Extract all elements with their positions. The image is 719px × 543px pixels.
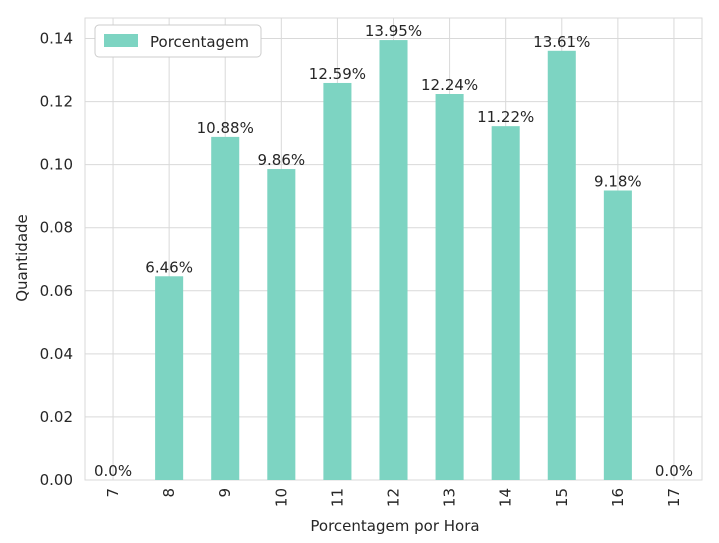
x-tick-label: 16: [609, 488, 627, 507]
x-tick-label: 13: [441, 488, 459, 507]
legend-label: Porcentagem: [150, 33, 249, 51]
x-tick-label: 9: [216, 488, 234, 498]
x-tick-label: 7: [104, 488, 122, 498]
bar-9: [211, 136, 240, 480]
bars: [155, 40, 632, 481]
y-tick-label: 0.02: [40, 408, 73, 426]
y-tick-label: 0.08: [40, 219, 73, 237]
y-tick-label: 0.04: [40, 345, 73, 363]
data-label-12: 13.95%: [365, 22, 422, 40]
bar-16: [603, 190, 632, 480]
x-tick-label: 8: [160, 488, 178, 498]
bar-8: [155, 276, 184, 480]
y-tick-labels: 0.00 0.02 0.04 0.06 0.08 0.10 0.12 0.14: [40, 29, 73, 489]
y-tick-label: 0.14: [40, 29, 73, 47]
y-tick-label: 0.10: [40, 156, 73, 174]
y-tick-label: 0.06: [40, 282, 73, 300]
bar-10: [267, 169, 296, 481]
data-label-14: 11.22%: [477, 108, 534, 126]
legend: Porcentagem: [94, 24, 262, 58]
y-tick-label: 0.00: [40, 471, 73, 489]
x-axis-label: Porcentagem por Hora: [310, 517, 479, 535]
x-tick-label: 12: [385, 488, 403, 507]
bar-14: [491, 126, 520, 481]
data-label-15: 13.61%: [533, 33, 590, 51]
x-tick-label: 11: [328, 488, 346, 507]
legend-box: [94, 24, 262, 58]
x-tick-label: 15: [553, 488, 571, 507]
x-tick-labels: 7 8 9 10 11 12 13 14 15 16 17: [104, 488, 683, 507]
data-labels: 0.0% 6.46% 10.88%9.86% 12.59% 13.95% 12.24% 11…: [94, 22, 693, 480]
x-tick-label: 17: [665, 488, 683, 507]
bar-15: [547, 50, 576, 480]
data-label-16: 9.18%: [594, 173, 642, 191]
bar-12: [379, 40, 408, 481]
x-tick-label: 14: [497, 488, 515, 507]
data-label-10: 9.86%: [257, 151, 305, 169]
y-tick-label: 0.12: [40, 93, 73, 111]
data-label-11: 12.59%: [309, 65, 366, 83]
y-axis-label: Quantidade: [13, 214, 31, 302]
data-label-8: 6.46%: [145, 258, 193, 276]
data-label-9: 10.88%: [197, 119, 254, 137]
bar-13: [435, 94, 464, 480]
data-label-13: 12.24%: [421, 76, 478, 94]
bar-11: [323, 82, 352, 481]
x-tick-label: 10: [272, 488, 290, 507]
data-label-7: 0.0%: [94, 462, 132, 480]
data-label-17: 0.0%: [655, 462, 693, 480]
legend-swatch: [104, 34, 138, 47]
